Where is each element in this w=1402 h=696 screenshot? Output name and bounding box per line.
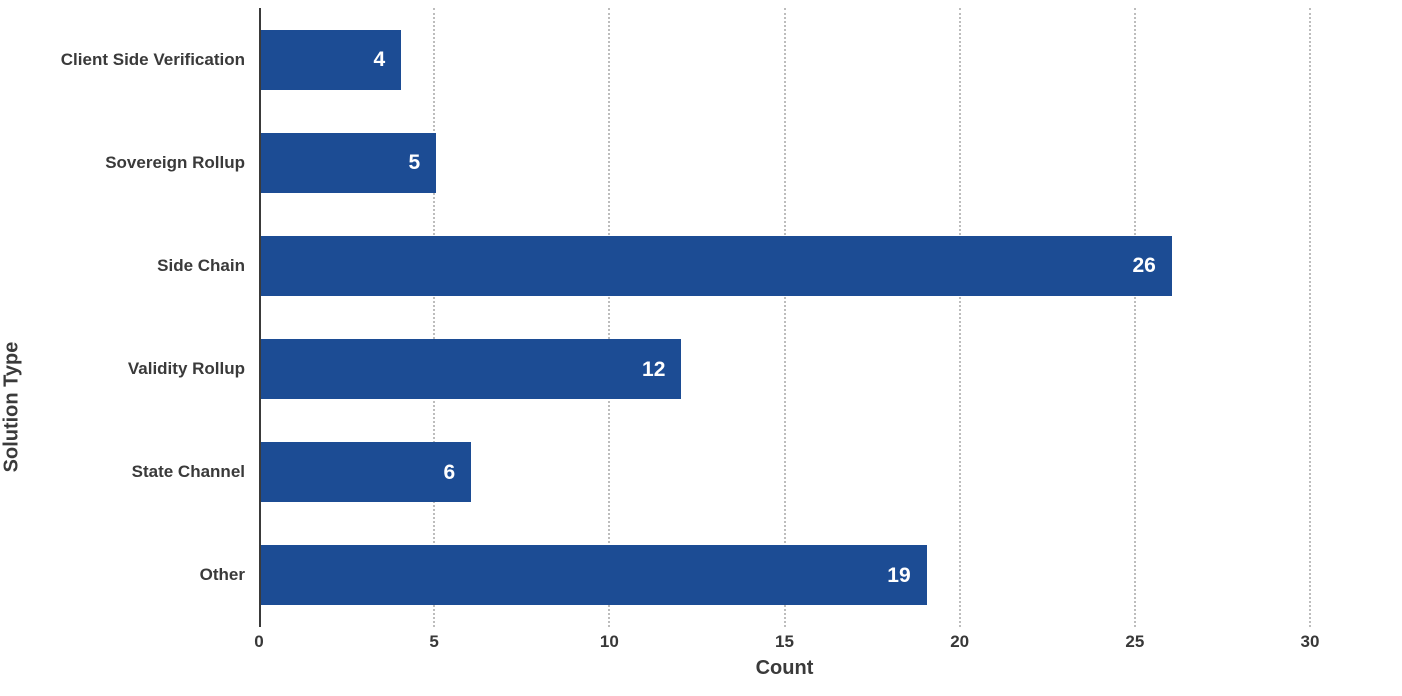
- category-label: Other: [199, 565, 245, 585]
- y-axis-spine: [259, 8, 261, 627]
- bar-side-chain: 26: [261, 235, 1172, 296]
- gridline: [958, 8, 961, 627]
- bar-other: 19: [261, 545, 927, 606]
- bar-sovereign-rollup: 5: [261, 132, 437, 193]
- bar-value-label: 4: [373, 48, 386, 72]
- category-label: Client Side Verification: [60, 49, 245, 69]
- x-tick-label: 5: [429, 632, 439, 651]
- plot-area: 4 5 26 12 6 19: [259, 8, 1390, 627]
- bar-value-label: 6: [443, 460, 456, 484]
- gridline: [433, 8, 436, 627]
- bar-value-label: 12: [642, 357, 666, 381]
- bar-validity-rollup: 12: [261, 339, 682, 400]
- category-label: Validity Rollup: [127, 359, 245, 379]
- gridline: [783, 8, 786, 627]
- x-tick-label: 25: [1125, 632, 1145, 651]
- category-label: State Channel: [131, 462, 245, 482]
- x-tick-label: 30: [1300, 632, 1320, 651]
- x-tick-label: 15: [775, 632, 794, 651]
- x-tick-label: 20: [950, 632, 970, 651]
- gridline: [1309, 8, 1311, 627]
- gridline: [608, 8, 611, 627]
- category-label: Sovereign Rollup: [105, 152, 245, 172]
- x-tick-label: 10: [599, 632, 619, 651]
- x-tick-labels: 0 5 10 15 20 25 30: [254, 631, 1390, 653]
- bar-value-label: 19: [887, 563, 911, 587]
- bar-client-side-verification: 4: [261, 29, 402, 90]
- bar-value-label: 5: [408, 151, 421, 175]
- bar-state-channel: 6: [261, 442, 472, 503]
- bar-value-label: 26: [1132, 254, 1156, 278]
- category-labels: Client Side Verification Sovereign Rollup…: [0, 8, 245, 627]
- x-axis-title: Count: [755, 657, 814, 679]
- x-tick-label: 0: [254, 632, 264, 651]
- gridline: [1133, 8, 1136, 627]
- category-label: Side Chain: [157, 255, 245, 275]
